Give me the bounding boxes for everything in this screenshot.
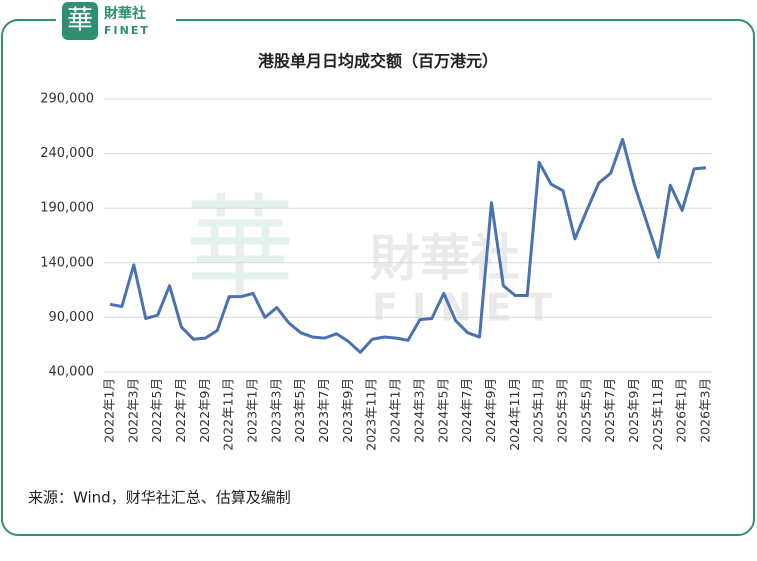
x-tick-label: 2022年9月 — [197, 378, 212, 443]
x-tick-label: 2023年7月 — [316, 378, 331, 443]
x-tick-label: 2024年1月 — [388, 378, 403, 443]
y-tick-label: 190,000 — [40, 201, 94, 216]
y-tick-label: 140,000 — [40, 255, 94, 270]
x-tick-label: 2023年11月 — [364, 378, 379, 451]
x-tick-label: 2026年3月 — [698, 378, 713, 443]
y-tick-label: 290,000 — [40, 92, 94, 107]
series-line — [109, 137, 707, 354]
x-tick-label: 2022年11月 — [221, 378, 236, 451]
y-tick-label: 90,000 — [49, 310, 95, 325]
x-tick-label: 2025年7月 — [602, 378, 617, 443]
logo-name: 財華社 — [103, 5, 146, 22]
x-tick-label: 2022年5月 — [149, 378, 164, 443]
x-tick-label: 2023年5月 — [292, 378, 307, 443]
x-tick-label: 2022年7月 — [173, 378, 188, 443]
x-tick-label: 2022年3月 — [125, 378, 140, 443]
watermark-sub: FINET — [372, 286, 566, 330]
x-tick-label: 2025年5月 — [578, 378, 593, 443]
x-tick-label: 2026年1月 — [674, 378, 689, 443]
watermark-name: 財華社 — [370, 230, 520, 288]
logo-mark: 華 — [67, 6, 93, 36]
x-tick-label: 2025年11月 — [650, 378, 665, 451]
chart-title: 港股单月日均成交额（百万港元） — [258, 52, 498, 71]
x-tick-label: 2024年3月 — [411, 378, 426, 443]
x-tick-label: 2022年1月 — [101, 378, 116, 443]
x-tick-label: 2024年9月 — [483, 378, 498, 443]
x-tick-label: 2023年1月 — [245, 378, 260, 443]
x-tick-label: 2023年3月 — [268, 378, 283, 443]
watermark-mark: 華 — [185, 183, 295, 311]
x-tick-label: 2024年7月 — [459, 378, 474, 443]
x-tick-label: 2024年5月 — [435, 378, 450, 443]
y-tick-label: 240,000 — [40, 146, 94, 161]
x-tick-label: 2025年3月 — [554, 378, 569, 443]
x-tick-label: 2025年9月 — [626, 378, 641, 443]
x-tick-label: 2024年11月 — [507, 378, 522, 451]
source: 来源：Wind，财华社汇总、估算及编制 — [28, 489, 291, 507]
logo-mark-bg — [62, 2, 98, 40]
y-tick-label: 40,000 — [49, 365, 95, 380]
logo-sub: FINET — [104, 24, 150, 37]
frame — [1, 19, 755, 536]
x-tick-label: 2023年9月 — [340, 378, 355, 443]
x-tick-label: 2025年1月 — [531, 378, 546, 443]
